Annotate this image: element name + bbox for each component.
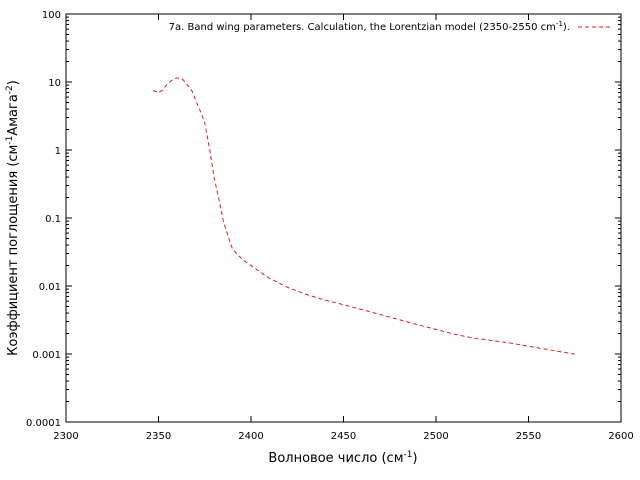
data-point (380, 314, 381, 315)
data-point (186, 83, 187, 84)
x-tick-label: 2400 (238, 431, 263, 442)
data-point (306, 294, 307, 295)
data-point (195, 99, 196, 100)
y-axis: 0.0001 0.001 0.01 0.1 1 10 100 (26, 10, 621, 429)
y-tick-label: 0.01 (39, 282, 61, 293)
data-point (399, 319, 400, 320)
data-point (214, 177, 215, 178)
legend-label-text: 7a. Band wing parameters. Calculation, t… (169, 22, 556, 33)
data-point (158, 92, 159, 93)
data-point (288, 287, 289, 288)
x-tick-label: 2600 (608, 431, 633, 442)
data-point (210, 153, 211, 154)
data-point (219, 202, 220, 203)
x-tick-label: 2350 (146, 431, 171, 442)
data-point (473, 338, 474, 339)
data-point (269, 278, 270, 279)
legend-label: 7a. Band wing parameters. Calculation, t… (169, 20, 570, 33)
y-tick-label: 10 (48, 78, 61, 89)
y-axis-title-close: ) (6, 80, 21, 85)
data-point (182, 79, 183, 80)
data-point (241, 258, 242, 259)
legend-label-superscript: -1 (556, 20, 563, 28)
data-point (201, 113, 202, 114)
x-tick-label: 2550 (516, 431, 541, 442)
data-point (343, 304, 344, 305)
y-axis-title-text: Коэффициент поглощения (см (6, 145, 21, 356)
data-point (362, 309, 363, 310)
y-tick-label: 0.1 (45, 214, 61, 225)
y-axis-title-unit: Амага (6, 94, 21, 135)
data-points (152, 77, 575, 354)
x-axis-title-superscript: -1 (404, 450, 413, 460)
data-point (204, 122, 205, 123)
x-tick-label: 2300 (53, 431, 78, 442)
y-tick-label: 100 (42, 10, 61, 21)
data-point (325, 300, 326, 301)
data-point (436, 329, 437, 330)
y-axis-title: Коэффициент поглощения (см-1Амага-2) (5, 80, 21, 356)
data-point (528, 346, 529, 347)
legend: 7a. Band wing parameters. Calculation, t… (169, 20, 610, 33)
x-axis: 2300 2350 2400 2450 2500 2550 2600 (53, 14, 634, 442)
data-point (177, 77, 178, 78)
legend-label-close: ). (563, 22, 570, 33)
y-tick-label: 0.001 (32, 350, 61, 361)
data-point (223, 221, 224, 222)
data-point (547, 349, 548, 350)
plot-frame (65, 13, 622, 423)
x-axis-title-text: Волновое число (см (268, 451, 403, 466)
data-point (417, 324, 418, 325)
data-point (232, 249, 233, 250)
data-point (251, 265, 252, 266)
data-point (167, 83, 168, 84)
data-point (228, 238, 229, 239)
data-point (491, 340, 492, 341)
x-axis-title-close: ) (412, 451, 417, 466)
data-point (260, 272, 261, 273)
y-axis-title-superscript-2: -2 (5, 85, 15, 94)
y-tick-label: 0.0001 (26, 418, 61, 429)
data-point (162, 90, 163, 91)
data-point (173, 79, 174, 80)
data-point (454, 334, 455, 335)
y-axis-title-superscript-1: -1 (5, 136, 15, 145)
x-tick-label: 2450 (331, 431, 356, 442)
y-tick-label: 1 (55, 146, 61, 157)
data-point (152, 90, 153, 91)
series-line (152, 77, 575, 355)
data-point (565, 352, 566, 353)
data-point (574, 354, 575, 355)
x-axis-title: Волновое число (см-1) (268, 450, 417, 466)
data-point (191, 90, 192, 91)
x-tick-label: 2500 (423, 431, 448, 442)
data-point (510, 343, 511, 344)
